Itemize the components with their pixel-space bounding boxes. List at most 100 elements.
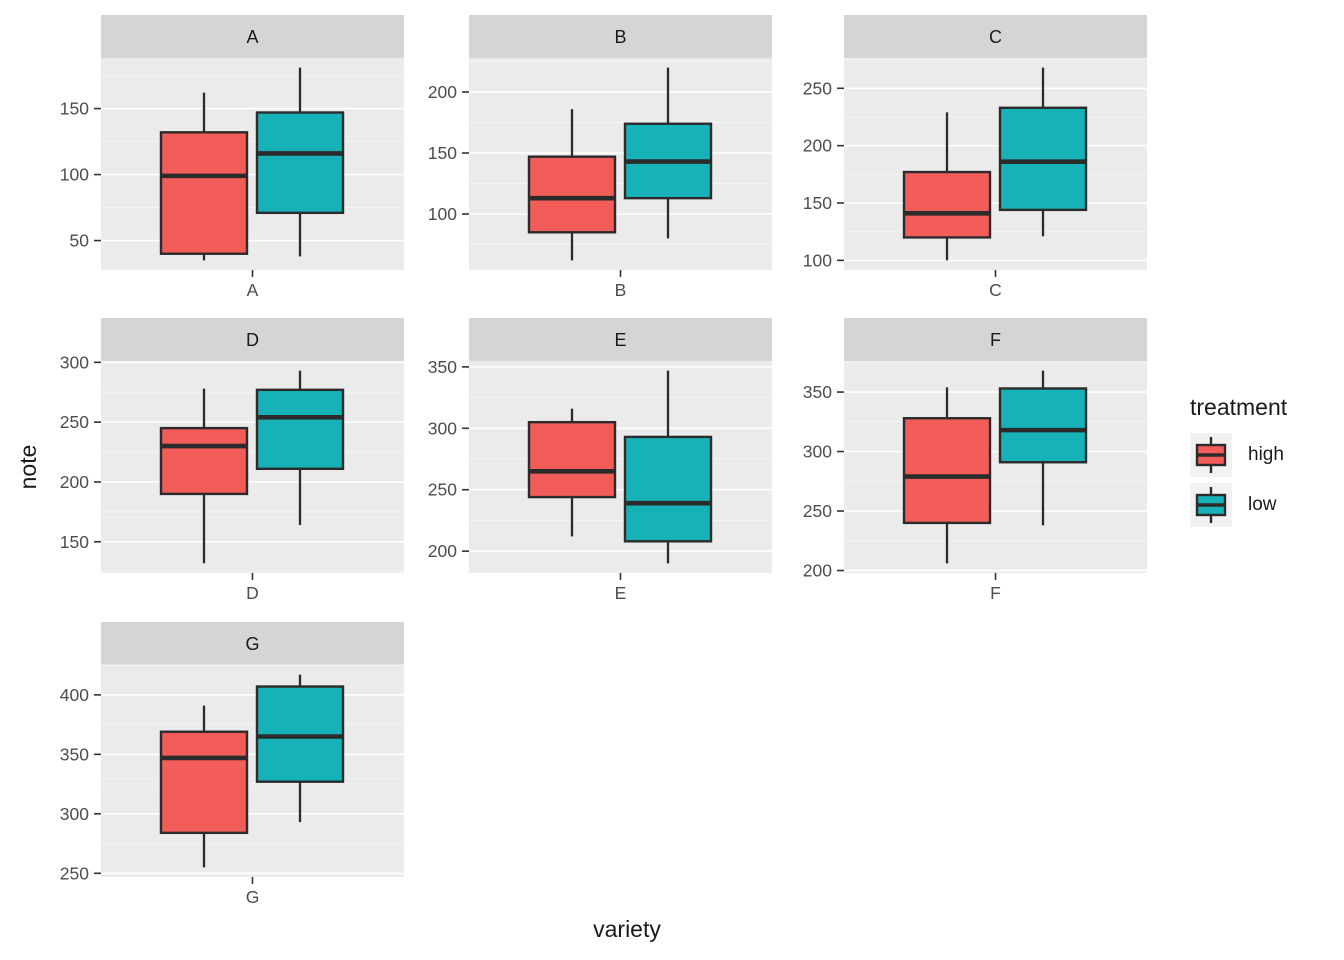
y-axis-title: note bbox=[14, 444, 41, 490]
iqr-box bbox=[998, 106, 1088, 212]
facet-G: G 250 300 350 400 G bbox=[36, 622, 404, 914]
facet-strip bbox=[844, 318, 1147, 361]
boxplot-low bbox=[998, 370, 1088, 526]
facet-strip bbox=[101, 318, 404, 361]
facet-strip bbox=[101, 15, 404, 58]
facet-B: B 100 150 200 B bbox=[404, 15, 772, 307]
iqr-box bbox=[902, 417, 992, 525]
x-tick-label: D bbox=[246, 583, 259, 603]
y-tick-label: 250 bbox=[428, 480, 457, 500]
facet-D: D 150 200 250 300 D bbox=[36, 318, 404, 610]
y-tick-label: 250 bbox=[803, 78, 832, 98]
iqr-box bbox=[255, 388, 345, 470]
x-tick-label: B bbox=[615, 280, 627, 300]
y-tick-label: 200 bbox=[803, 561, 832, 581]
y-tick-label: 200 bbox=[803, 136, 832, 156]
legend-title: treatment bbox=[1190, 394, 1288, 420]
panel-background bbox=[101, 58, 404, 270]
boxplot-low bbox=[255, 370, 345, 526]
legend-label-low: low bbox=[1248, 494, 1277, 515]
boxplot-key-icon bbox=[1190, 483, 1232, 527]
y-tick-label: 200 bbox=[428, 541, 457, 561]
y-tick-label: 350 bbox=[803, 382, 832, 402]
y-tick-label: 150 bbox=[803, 193, 832, 213]
x-tick-label: C bbox=[989, 280, 1002, 300]
y-tick-label: 300 bbox=[60, 352, 89, 372]
iqr-box bbox=[255, 111, 345, 215]
facet-strip-label: C bbox=[989, 27, 1002, 47]
x-tick-label: E bbox=[615, 583, 627, 603]
y-tick-label: 150 bbox=[60, 99, 89, 119]
iqr-box bbox=[527, 155, 617, 234]
y-tick-label: 400 bbox=[60, 685, 89, 705]
facet-plot: B 100 150 200 B bbox=[428, 15, 772, 300]
x-tick-label: G bbox=[246, 887, 260, 907]
y-tick-label: 150 bbox=[428, 143, 457, 163]
y-tick-label: 100 bbox=[428, 204, 457, 224]
panel-background bbox=[844, 361, 1147, 573]
facet-strip bbox=[469, 318, 772, 361]
legend-item-low: low bbox=[1190, 483, 1287, 527]
y-tick-label: 100 bbox=[60, 165, 89, 185]
boxplot-high bbox=[159, 92, 249, 261]
boxplot-glyph-low-icon bbox=[1195, 487, 1227, 523]
boxplot-high bbox=[527, 109, 617, 261]
y-tick-label: 300 bbox=[428, 418, 457, 438]
boxplot-key-icon bbox=[1190, 433, 1232, 477]
facet-strip bbox=[469, 15, 772, 58]
facet-strip bbox=[844, 15, 1147, 58]
facet-A: A 50 100 150 A bbox=[36, 15, 404, 307]
facet-plot: C 100 150 200 250 C bbox=[803, 15, 1147, 300]
facet-plot: G 250 300 350 400 G bbox=[60, 622, 404, 907]
boxplot-high bbox=[159, 705, 249, 868]
facet-plot: F 200 250 300 350 F bbox=[803, 318, 1147, 603]
facet-E: E 200 250 300 350 E bbox=[404, 318, 772, 610]
facet-plot: D 150 200 250 300 D bbox=[60, 318, 404, 603]
y-tick-label: 50 bbox=[70, 231, 90, 251]
iqr-box bbox=[159, 730, 249, 835]
y-tick-label: 250 bbox=[60, 412, 89, 432]
boxplot-high bbox=[527, 408, 617, 537]
facet-F: F 200 250 300 350 F bbox=[779, 318, 1147, 610]
y-tick-label: 250 bbox=[803, 501, 832, 521]
y-tick-label: 350 bbox=[428, 357, 457, 377]
x-tick-label: A bbox=[247, 280, 259, 300]
iqr-box bbox=[623, 435, 713, 543]
x-axis-title: variety bbox=[593, 916, 661, 942]
boxplot-high bbox=[159, 388, 249, 564]
facet-strip-label: A bbox=[246, 27, 258, 47]
iqr-box bbox=[255, 685, 345, 783]
boxplot-low bbox=[255, 67, 345, 257]
y-tick-label: 300 bbox=[60, 804, 89, 824]
y-tick-label: 300 bbox=[803, 442, 832, 462]
boxplot-glyph-high-icon bbox=[1195, 437, 1227, 473]
y-tick-label: 200 bbox=[60, 472, 89, 492]
iqr-box bbox=[159, 426, 249, 496]
facet-strip-label: B bbox=[614, 27, 626, 47]
facet-strip-label: G bbox=[245, 634, 259, 654]
boxplot-high bbox=[902, 112, 992, 261]
panel-background bbox=[101, 665, 404, 877]
facet-C: C 100 150 200 250 C bbox=[779, 15, 1147, 307]
panel-background bbox=[844, 58, 1147, 270]
facet-strip-label: F bbox=[990, 330, 1001, 350]
y-tick-label: 200 bbox=[428, 82, 457, 102]
boxplot-low bbox=[623, 67, 713, 239]
legend: treatment high low bbox=[1190, 394, 1287, 527]
boxplot-low bbox=[623, 370, 713, 564]
facet-plot: E 200 250 300 350 E bbox=[428, 318, 772, 603]
y-tick-label: 350 bbox=[60, 744, 89, 764]
boxplot-high bbox=[902, 387, 992, 564]
boxplot-low bbox=[998, 67, 1088, 237]
boxplot-low bbox=[255, 674, 345, 823]
iqr-box bbox=[998, 387, 1088, 464]
x-tick-label: F bbox=[990, 583, 1001, 603]
panel-background bbox=[469, 361, 772, 573]
iqr-box bbox=[527, 420, 617, 499]
y-tick-label: 250 bbox=[60, 863, 89, 883]
panel-background bbox=[469, 58, 772, 270]
facet-strip bbox=[101, 622, 404, 665]
facet-strip-label: D bbox=[246, 330, 259, 350]
y-tick-label: 100 bbox=[803, 250, 832, 270]
